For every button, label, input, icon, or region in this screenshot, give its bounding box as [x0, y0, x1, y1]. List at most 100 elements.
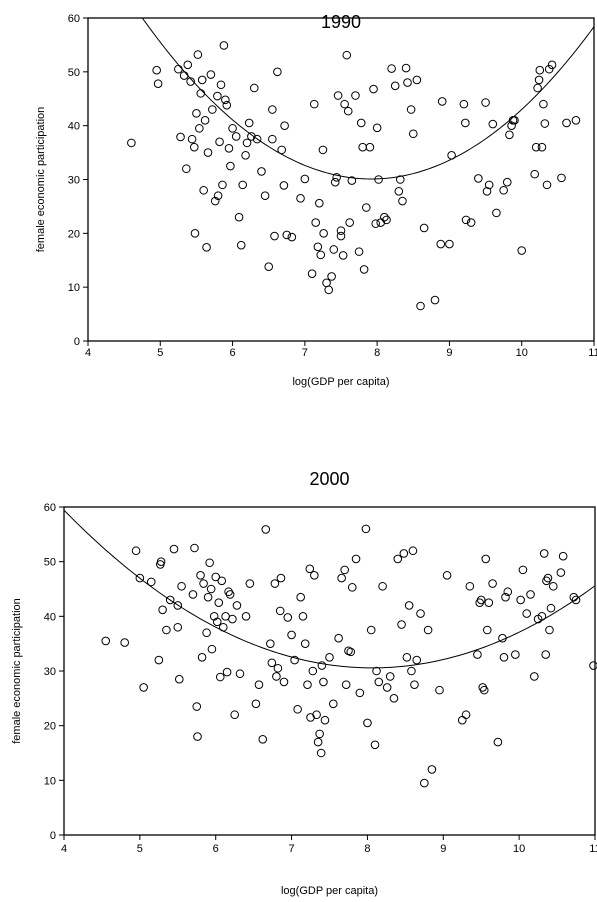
- data-point: [175, 674, 184, 684]
- data-point: [317, 661, 327, 670]
- data-point: [371, 219, 380, 228]
- data-point: [369, 84, 378, 94]
- data-point: [516, 595, 525, 605]
- data-point: [300, 639, 310, 648]
- data-point: [313, 242, 323, 252]
- data-point: [127, 138, 136, 148]
- data-point: [169, 544, 179, 554]
- data-point: [197, 653, 207, 662]
- data-point: [177, 581, 186, 591]
- y-axis-label: female economic participation: [35, 107, 47, 253]
- data-point: [366, 625, 376, 635]
- data-point: [245, 579, 255, 588]
- scatter-plot-1990: 1990 4 5 6 7 8 9 10 11 0 10 20 30 40 50 60 log(GDP per c…: [35, 12, 597, 388]
- data-point: [287, 630, 296, 640]
- data-point: [270, 579, 280, 588]
- data-point: [461, 215, 471, 225]
- data-point: [234, 212, 244, 222]
- x-tick-label: 4: [85, 347, 91, 359]
- data-point: [488, 119, 498, 129]
- data-point: [232, 601, 242, 610]
- data-point: [290, 655, 299, 665]
- data-point: [346, 647, 356, 657]
- data-point: [351, 91, 360, 100]
- y-axis-label: female economic participation: [11, 598, 23, 744]
- data-point: [340, 99, 349, 109]
- data-point: [548, 581, 558, 591]
- data-point: [252, 134, 262, 144]
- data-point: [361, 524, 371, 534]
- data-point: [330, 177, 340, 187]
- chart-title: 2000: [309, 469, 349, 489]
- data-point: [362, 203, 371, 212]
- data-point: [183, 60, 193, 70]
- x-tick-label: 10: [513, 843, 525, 855]
- x-tick-label: 11: [588, 347, 597, 359]
- data-point: [382, 683, 392, 692]
- data-point: [190, 543, 199, 553]
- chart-panel-2000: 2000 4 5 6 7 8 9 10 11 0 10 20 30 40 50 60 log(GDP per c…: [0, 450, 597, 902]
- data-point: [498, 633, 507, 643]
- y-tick-label: 40: [68, 121, 80, 133]
- data-point: [254, 680, 264, 689]
- data-point: [329, 245, 339, 254]
- data-point: [410, 680, 419, 689]
- data-point: [327, 272, 336, 281]
- data-point: [503, 587, 513, 597]
- data-point: [343, 106, 353, 116]
- data-point: [273, 663, 283, 673]
- data-point: [397, 620, 406, 629]
- data-point: [378, 581, 387, 591]
- data-point: [199, 579, 208, 588]
- data-point: [218, 180, 227, 190]
- data-point: [287, 232, 297, 242]
- x-tick-label: 8: [364, 843, 370, 855]
- data-point: [268, 105, 277, 114]
- data-point: [320, 715, 330, 725]
- data-point: [374, 175, 383, 184]
- data-point: [347, 176, 357, 185]
- data-point: [192, 108, 201, 118]
- data-point: [196, 89, 206, 98]
- data-point: [531, 142, 541, 152]
- data-point: [192, 702, 202, 711]
- data-point: [211, 572, 221, 582]
- data-point: [258, 735, 268, 744]
- data-point: [224, 143, 234, 153]
- data-point: [282, 230, 292, 240]
- data-point: [499, 185, 508, 195]
- data-point: [236, 240, 246, 250]
- data-point: [473, 650, 482, 659]
- data-point: [315, 729, 324, 739]
- data-point: [264, 262, 274, 272]
- data-point: [154, 655, 164, 665]
- data-point: [526, 590, 535, 599]
- data-point: [351, 554, 361, 564]
- y-tick-label: 10: [68, 282, 80, 294]
- data-point: [544, 64, 554, 74]
- data-point: [502, 177, 512, 187]
- data-point: [436, 239, 446, 249]
- data-point: [244, 118, 254, 128]
- y-tick-label: 0: [74, 336, 80, 348]
- data-point: [226, 161, 235, 171]
- data-point: [505, 130, 514, 140]
- data-point: [511, 650, 520, 659]
- x-tick-label: 11: [589, 843, 597, 855]
- data-point: [165, 595, 175, 605]
- data-point: [328, 699, 338, 709]
- data-point: [206, 70, 216, 79]
- y-tick-label: 40: [44, 611, 56, 623]
- data-point: [156, 557, 166, 566]
- data-point: [530, 169, 540, 179]
- data-point: [333, 91, 343, 100]
- y-tick-label: 0: [50, 830, 56, 842]
- x-tick-label: 8: [374, 347, 380, 359]
- data-point: [401, 63, 411, 73]
- data-point: [193, 50, 203, 59]
- data-point: [203, 592, 213, 602]
- data-point: [435, 685, 444, 695]
- y-tick-label: 20: [44, 721, 56, 733]
- data-point: [275, 606, 285, 616]
- data-point: [540, 119, 550, 128]
